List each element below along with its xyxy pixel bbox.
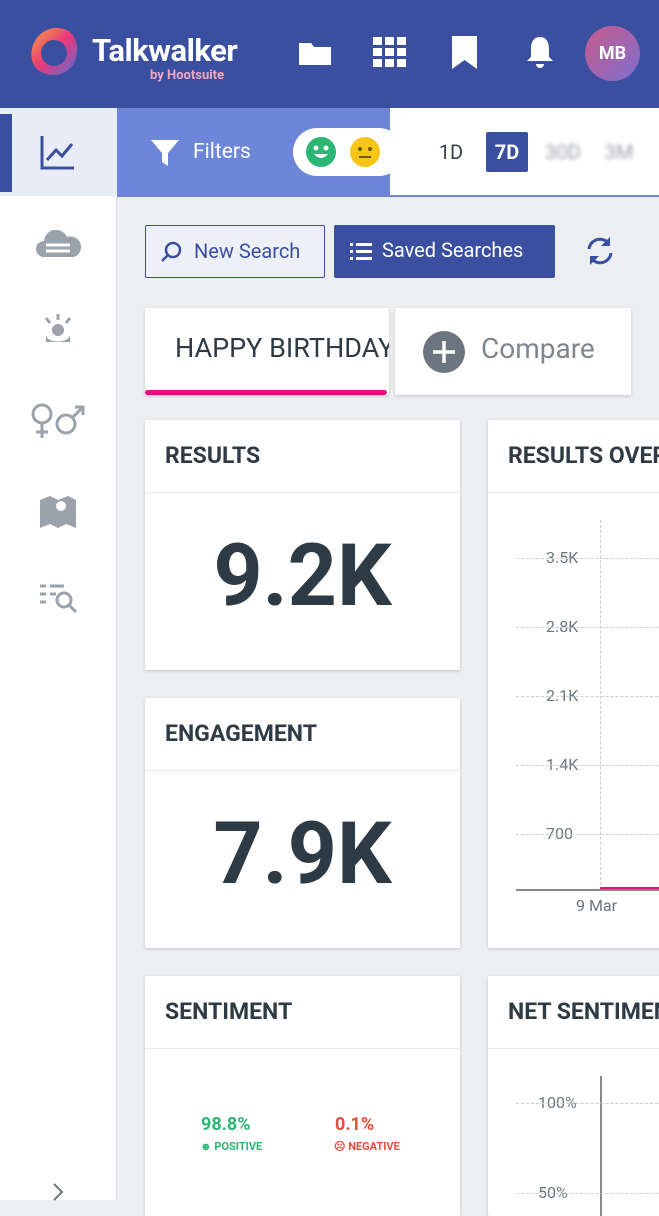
positive-text: POSITIVE xyxy=(214,1140,263,1153)
compare-label: Compare xyxy=(481,332,595,365)
period-bar: 1D 7D 30D 3M xyxy=(390,108,659,197)
filter-bar: Filters xyxy=(117,108,403,197)
bookmark-icon[interactable] xyxy=(452,36,477,69)
y-tick-label: 1.4K xyxy=(546,755,579,774)
y-tick-label: 700 xyxy=(546,824,573,843)
axis-line xyxy=(600,1076,602,1216)
map-icon[interactable] xyxy=(40,494,76,528)
query-tab[interactable]: HAPPY BIRTHDAY xyxy=(145,308,389,395)
sidebar xyxy=(0,108,117,1202)
search-icon xyxy=(161,241,182,262)
card-title: RESULTS xyxy=(165,442,261,469)
baseline xyxy=(516,889,659,891)
saved-searches-label: Saved Searches xyxy=(382,238,524,262)
card-title: NET SENTIMENT xyxy=(508,998,659,1025)
results-value: 9.2K xyxy=(213,525,392,626)
compare-tab[interactable]: Compare xyxy=(395,308,631,395)
net-sentiment-card: NET SENTIMENT 100% 50% xyxy=(488,976,659,1216)
negative-label: ☹ NEGATIVE xyxy=(334,1140,400,1153)
grid-line xyxy=(516,558,659,559)
results-card: RESULTS 9.2K xyxy=(145,420,460,670)
brand-sub: by Hootsuite xyxy=(150,68,225,83)
period-button[interactable]: 3M xyxy=(604,140,634,164)
grid-line xyxy=(516,696,659,697)
brand: Talkwalker xyxy=(92,32,238,69)
grid-line xyxy=(516,765,659,766)
y-tick-label: 2.8K xyxy=(546,617,579,636)
list-icon xyxy=(350,243,372,260)
app-header: Talkwalker by Hootsuite MB xyxy=(0,0,659,108)
saved-searches-button[interactable]: Saved Searches xyxy=(334,225,555,278)
new-search-label: New Search xyxy=(194,239,301,263)
new-search-button[interactable]: New Search xyxy=(145,225,325,278)
query-tab-label: HAPPY BIRTHDAY xyxy=(175,332,389,364)
sentiment-toggle[interactable] xyxy=(293,128,403,176)
bell-icon[interactable] xyxy=(526,34,554,70)
negative-value: 0.1% xyxy=(335,1114,375,1135)
plus-icon xyxy=(423,331,465,373)
filter-icon[interactable] xyxy=(151,140,179,166)
folder-icon[interactable] xyxy=(298,40,332,66)
sentiment-card: SENTIMENT 98.8% ☻ POSITIVE 0.1% ☹ NEGATI… xyxy=(145,976,460,1216)
y-tick-label: 3.5K xyxy=(546,548,579,567)
x-label: 9 Mar xyxy=(576,896,618,915)
engagement-value: 7.9K xyxy=(213,803,392,904)
grid-line xyxy=(516,1103,659,1104)
y-tick-label: 2.1K xyxy=(546,686,579,705)
grid-line xyxy=(516,1193,659,1194)
grid-line xyxy=(516,627,659,628)
filters-label[interactable]: Filters xyxy=(193,140,251,164)
gender-icon[interactable] xyxy=(30,400,88,440)
apps-icon[interactable] xyxy=(373,37,406,68)
search-list-icon[interactable] xyxy=(40,582,78,616)
card-title: RESULTS OVER TIME xyxy=(508,442,659,469)
analytics-icon[interactable] xyxy=(40,134,76,170)
engagement-card: ENGAGEMENT 7.9K xyxy=(145,698,460,948)
positive-label: ☻ POSITIVE xyxy=(200,1140,263,1153)
card-title: ENGAGEMENT xyxy=(165,720,317,747)
cloud-icon[interactable] xyxy=(36,230,82,258)
y-tick-label: 100% xyxy=(538,1093,577,1112)
refresh-icon[interactable] xyxy=(584,235,616,267)
card-title: SENTIMENT xyxy=(165,998,293,1025)
avatar[interactable]: MB xyxy=(585,26,640,81)
period-button[interactable]: 30D xyxy=(545,140,581,164)
positive-face xyxy=(306,137,336,167)
positive-value: 98.8% xyxy=(201,1114,251,1135)
grid-line xyxy=(516,834,659,835)
period-button[interactable]: 1D xyxy=(438,140,464,164)
neutral-face xyxy=(350,137,380,167)
negative-text: NEGATIVE xyxy=(348,1140,400,1153)
period-button[interactable]: 7D xyxy=(486,132,528,172)
date-line xyxy=(600,520,601,890)
logo xyxy=(31,27,78,75)
results-over-time-card: RESULTS OVER TIME 9 Mar 3.5K 2.8K 2.1K 1.4K… xyxy=(488,420,659,948)
y-tick-label: 50% xyxy=(538,1183,568,1202)
expand-icon[interactable] xyxy=(50,1182,66,1202)
tab-underline xyxy=(145,390,387,395)
nav-indicator xyxy=(0,114,12,192)
influencer-icon[interactable] xyxy=(40,312,76,350)
series-line xyxy=(600,887,659,889)
